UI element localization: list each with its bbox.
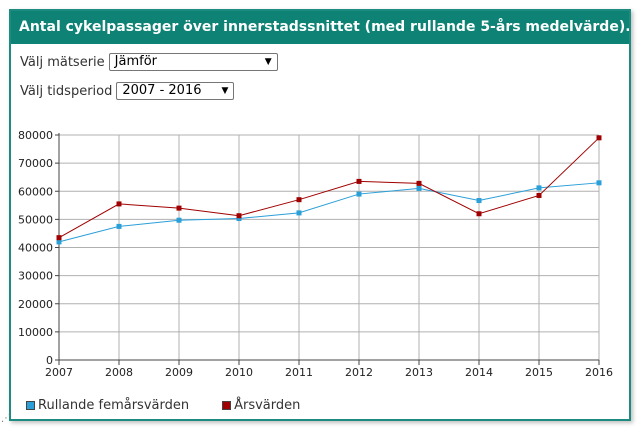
x-tick-label: 2012 xyxy=(345,366,373,379)
data-point-yearly xyxy=(416,180,422,186)
series-label: Välj mätserie xyxy=(20,54,105,70)
series-select[interactable]: Jämför ▼ xyxy=(108,53,278,71)
x-tick-label: 2010 xyxy=(225,366,253,379)
legend-swatch-rolling xyxy=(26,401,35,410)
y-tick-label: 80000 xyxy=(18,129,53,142)
data-point-yearly xyxy=(596,135,602,141)
y-tick-label: 0 xyxy=(46,354,53,367)
chevron-down-icon: ▼ xyxy=(221,86,229,96)
data-point-rolling xyxy=(56,239,62,245)
data-point-yearly xyxy=(536,192,542,198)
data-point-yearly xyxy=(56,235,62,241)
data-point-yearly xyxy=(476,211,482,217)
legend: Rullande femårsvärden Årsvärden xyxy=(26,398,300,413)
chart-widget: Antal cykelpassager över innerstadssnitt… xyxy=(9,9,631,421)
resize-grip-icon[interactable]: ⋰ xyxy=(1,413,11,424)
line-chart: 0 10000 20000 30000 40000 50000 60000 70000 8000… xyxy=(18,129,613,379)
y-tick-label: 50000 xyxy=(18,213,53,226)
y-tick-label: 10000 xyxy=(18,326,53,339)
legend-item-yearly[interactable]: Årsvärden xyxy=(222,398,300,413)
data-point-yearly xyxy=(176,205,182,211)
x-tick-label: 2013 xyxy=(405,366,433,379)
data-point-yearly xyxy=(116,201,122,207)
data-point-rolling xyxy=(536,185,542,191)
x-tick-label: 2014 xyxy=(465,366,493,379)
data-point-rolling xyxy=(296,210,302,216)
data-point-rolling xyxy=(476,198,482,204)
series-control: Välj mätserie Jämför ▼ xyxy=(20,53,278,71)
period-select-value: 2007 - 2016 xyxy=(122,83,202,98)
y-tick-label: 30000 xyxy=(18,270,53,283)
x-tick-label: 2015 xyxy=(525,366,553,379)
x-tick-label: 2008 xyxy=(105,366,133,379)
x-tick-label: 2007 xyxy=(45,366,73,379)
series-line-yearly xyxy=(58,137,600,239)
y-tick-label: 20000 xyxy=(18,298,53,311)
chart-title: Antal cykelpassager över innerstadssnitt… xyxy=(11,11,629,44)
period-control: Välj tidsperiod 2007 - 2016 ▼ xyxy=(20,82,235,100)
series-select-value: Jämför xyxy=(114,54,158,69)
data-point-rolling xyxy=(176,217,182,223)
data-point-yearly xyxy=(356,178,362,184)
legend-label-yearly: Årsvärden xyxy=(234,398,301,413)
data-point-rolling xyxy=(236,216,242,222)
x-tick-label: 2009 xyxy=(165,366,193,379)
legend-item-rolling[interactable]: Rullande femårsvärden xyxy=(26,398,189,413)
data-point-yearly xyxy=(236,213,242,219)
data-point-rolling xyxy=(356,191,362,197)
chevron-down-icon: ▼ xyxy=(264,57,272,67)
legend-label-rolling: Rullande femårsvärden xyxy=(38,398,190,413)
data-point-rolling xyxy=(596,180,602,186)
x-tick-label: 2016 xyxy=(585,366,613,379)
y-tick-label: 70000 xyxy=(18,157,53,170)
y-tick-label: 60000 xyxy=(18,185,53,198)
data-point-rolling xyxy=(416,185,422,191)
data-point-rolling xyxy=(116,223,122,229)
y-tick-label: 40000 xyxy=(18,242,53,255)
period-label: Välj tidsperiod xyxy=(20,83,113,99)
series-line-rolling xyxy=(58,182,600,243)
period-select[interactable]: 2007 - 2016 ▼ xyxy=(116,82,235,100)
x-tick-label: 2011 xyxy=(285,366,313,379)
data-point-yearly xyxy=(296,197,302,203)
legend-swatch-yearly xyxy=(222,401,232,410)
